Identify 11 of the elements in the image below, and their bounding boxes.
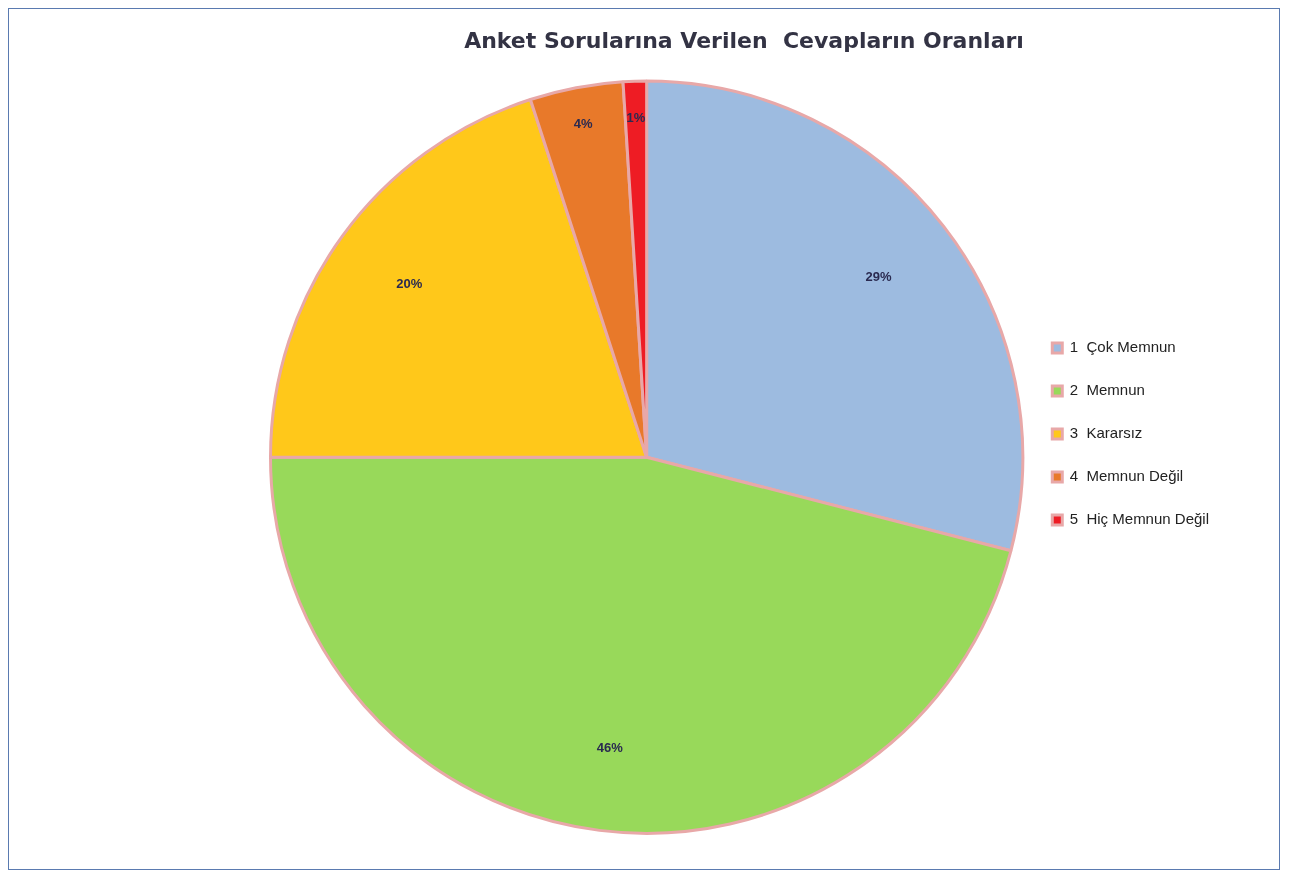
chart-title: Anket Sorularına Verilen Cevapların Oranları bbox=[464, 27, 1024, 53]
data-label: 1% bbox=[626, 110, 646, 126]
legend-label: 1 Çok Memnun bbox=[1069, 338, 1176, 356]
legend-label: 4 Memnun Değil bbox=[1069, 467, 1184, 485]
data-label: 29% bbox=[865, 268, 892, 284]
legend-label: 3 Kararsız bbox=[1069, 424, 1143, 442]
data-label: 20% bbox=[396, 276, 423, 292]
data-label: 46% bbox=[596, 739, 624, 755]
data-label: 4% bbox=[573, 116, 594, 132]
legend-label: 5 Hiç Memnun Değil bbox=[1069, 510, 1209, 528]
legend-label: 2 Memnun bbox=[1069, 381, 1145, 399]
